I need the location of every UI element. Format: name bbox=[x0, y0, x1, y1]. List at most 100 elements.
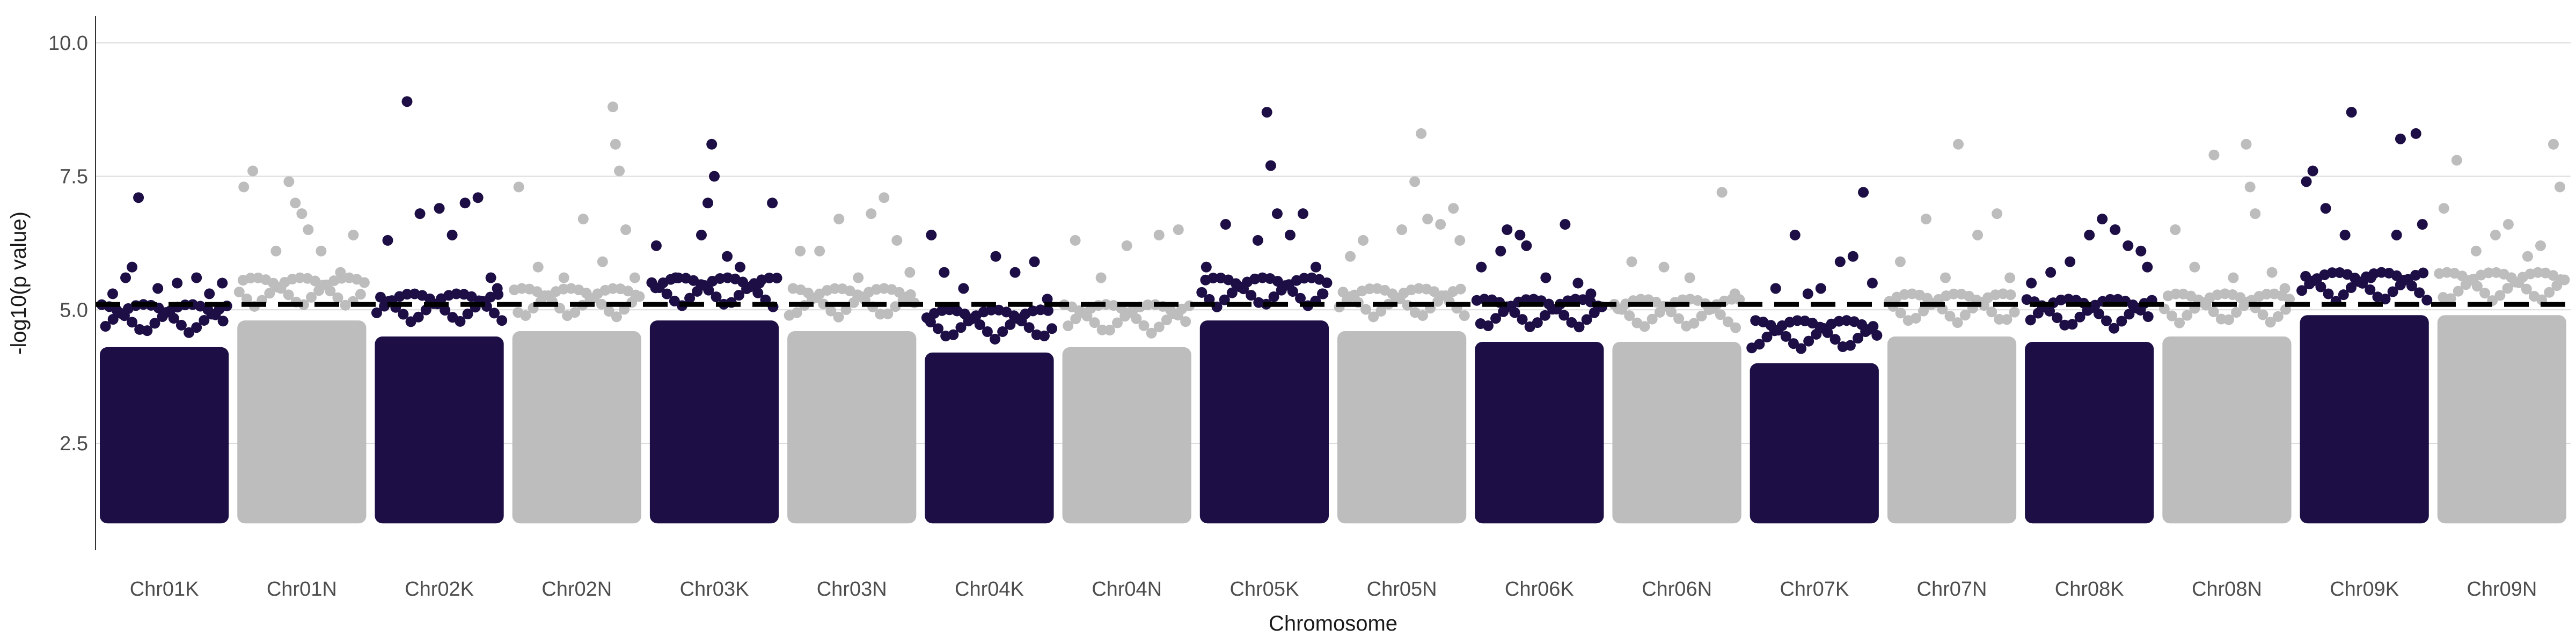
data-point bbox=[1992, 208, 2003, 219]
data-point bbox=[2182, 310, 2193, 321]
data-point bbox=[833, 214, 845, 225]
data-point bbox=[1570, 294, 1581, 305]
data-point bbox=[245, 273, 256, 284]
point-cloud-chr04k bbox=[925, 352, 1054, 524]
data-point bbox=[1673, 313, 1685, 324]
data-point bbox=[1375, 305, 1387, 317]
data-point bbox=[434, 203, 445, 214]
data-point bbox=[413, 311, 424, 323]
point-cloud-chr09k bbox=[2300, 315, 2429, 524]
data-point bbox=[2093, 308, 2104, 319]
data-point bbox=[1268, 291, 1279, 303]
data-point bbox=[825, 305, 837, 317]
data-point bbox=[2301, 176, 2312, 187]
data-point bbox=[455, 316, 466, 327]
data-point bbox=[1246, 290, 1257, 301]
point-cloud-chr09n bbox=[2437, 315, 2566, 524]
data-point bbox=[2284, 294, 2295, 305]
data-point bbox=[120, 272, 131, 283]
data-point bbox=[1046, 323, 1058, 334]
data-point bbox=[532, 261, 544, 273]
x-tick-label: Chr05N bbox=[1367, 578, 1437, 601]
y-tick-label: 2.5 bbox=[60, 433, 88, 455]
data-points bbox=[96, 96, 2570, 524]
data-point bbox=[264, 288, 275, 299]
data-point bbox=[1180, 316, 1191, 327]
data-point bbox=[2421, 295, 2433, 306]
data-point bbox=[771, 273, 782, 284]
data-point bbox=[1368, 311, 1379, 323]
data-point bbox=[611, 311, 622, 323]
data-point bbox=[2065, 256, 2076, 267]
data-point bbox=[1173, 224, 1184, 235]
data-point bbox=[2044, 305, 2055, 317]
data-point bbox=[1847, 251, 1858, 262]
data-point bbox=[829, 283, 840, 294]
data-point bbox=[1009, 267, 1021, 278]
data-point bbox=[1358, 235, 1369, 246]
data-point bbox=[133, 192, 144, 203]
data-point bbox=[1829, 334, 1841, 345]
data-point bbox=[1517, 314, 1528, 325]
data-point bbox=[2142, 311, 2154, 323]
data-point bbox=[2123, 240, 2134, 251]
x-tick-label: Chr09K bbox=[2330, 578, 2399, 601]
data-point bbox=[1146, 327, 1157, 339]
data-point bbox=[1321, 277, 1333, 289]
data-point bbox=[1867, 277, 1878, 289]
data-point bbox=[1490, 313, 1502, 324]
data-point bbox=[1730, 322, 1741, 333]
data-point bbox=[414, 208, 426, 219]
data-point bbox=[149, 318, 160, 329]
data-point bbox=[1121, 240, 1132, 251]
data-point bbox=[958, 283, 969, 294]
x-axis-title: Chromosome bbox=[1269, 612, 1397, 635]
data-point bbox=[2380, 294, 2391, 305]
data-point bbox=[1834, 256, 1846, 267]
data-point bbox=[905, 289, 916, 300]
data-point bbox=[1096, 324, 1108, 335]
data-point bbox=[709, 171, 720, 182]
data-point bbox=[1986, 306, 1997, 318]
data-point bbox=[1684, 272, 1695, 283]
data-point bbox=[472, 192, 484, 203]
data-point bbox=[2097, 214, 2108, 225]
data-point bbox=[217, 277, 228, 289]
data-point bbox=[2522, 251, 2533, 262]
data-point bbox=[925, 316, 936, 327]
point-cloud-chr01n bbox=[237, 320, 367, 524]
data-point bbox=[2135, 245, 2147, 257]
x-tick-labels: Chr01K Chr01N Chr02K Chr02N Chr03K Chr03N Chr0… bbox=[130, 578, 2537, 601]
data-point bbox=[2438, 203, 2449, 214]
data-point bbox=[1948, 288, 1959, 299]
y-tick-labels: 2.5 5.0 7.5 10.0 bbox=[48, 32, 88, 455]
data-point bbox=[2257, 309, 2268, 320]
data-point bbox=[596, 298, 607, 310]
data-point bbox=[1284, 229, 1296, 240]
data-point bbox=[791, 307, 802, 318]
data-point bbox=[305, 291, 317, 303]
data-point bbox=[1574, 321, 1585, 333]
data-point bbox=[2470, 245, 2482, 257]
data-point bbox=[1153, 229, 1165, 240]
data-point bbox=[1944, 311, 1956, 322]
data-point bbox=[1482, 320, 1494, 332]
data-point bbox=[2445, 293, 2456, 304]
data-point bbox=[1920, 214, 1931, 225]
data-point bbox=[1729, 288, 1740, 299]
data-point bbox=[558, 272, 569, 283]
data-point bbox=[2250, 208, 2261, 219]
data-point bbox=[2296, 285, 2308, 296]
data-point bbox=[2116, 316, 2127, 327]
data-point bbox=[1196, 287, 1208, 298]
data-point bbox=[2228, 272, 2239, 283]
data-point bbox=[398, 309, 409, 320]
data-point bbox=[485, 272, 496, 283]
data-point bbox=[840, 304, 852, 315]
data-point bbox=[2272, 311, 2284, 322]
data-point bbox=[1299, 273, 1310, 284]
data-point bbox=[985, 304, 997, 316]
data-point bbox=[1042, 294, 1053, 305]
y-tick-label: 10.0 bbox=[48, 32, 88, 55]
data-point bbox=[1161, 314, 1172, 326]
